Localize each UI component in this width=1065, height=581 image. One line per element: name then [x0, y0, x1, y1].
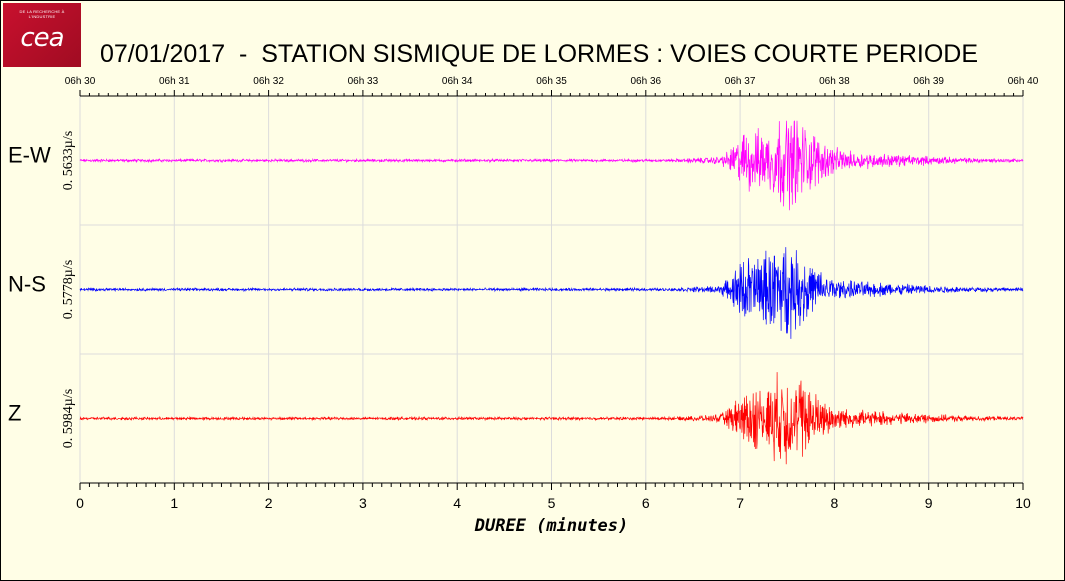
trace-z: [79, 372, 1024, 465]
top-tick-label: 06h 33: [348, 76, 379, 87]
bottom-tick-label: 3: [359, 495, 367, 511]
bottom-tick-label: 7: [736, 495, 744, 511]
top-tick-label: 06h 34: [442, 76, 473, 87]
top-tick-label: 06h 40: [1008, 76, 1039, 87]
top-tick-label: 06h 30: [65, 76, 96, 87]
top-tick-label: 06h 31: [159, 76, 190, 87]
scale-label: 0. 5778µ/s: [61, 260, 76, 319]
logo-tagline: DE LA RECHERCHE À L'INDUSTRIE: [19, 9, 65, 19]
cea-logo: DE LA RECHERCHE À L'INDUSTRIE cea: [3, 3, 81, 67]
trace-e-w: [79, 120, 1024, 211]
x-axis-label: DUREE (minutes): [474, 516, 629, 536]
top-tick-label: 06h 32: [253, 76, 284, 87]
bottom-tick-label: 10: [1015, 495, 1031, 511]
top-tick-label: 06h 36: [631, 76, 662, 87]
bottom-tick-label: 0: [76, 495, 84, 511]
top-tick-label: 06h 38: [819, 76, 850, 87]
channel-label: E-W: [8, 143, 51, 168]
bottom-tick-label: 9: [925, 495, 933, 511]
logo-text: cea: [20, 23, 64, 53]
trace-n-s: [79, 247, 1024, 339]
bottom-tick-label: 4: [453, 495, 461, 511]
channel-label: N-S: [8, 272, 46, 297]
bottom-tick-label: 5: [548, 495, 556, 511]
bottom-tick-label: 2: [265, 495, 273, 511]
top-tick-label: 06h 35: [536, 76, 567, 87]
chart-title: 07/01/2017 - STATION SISMIQUE DE LORMES …: [100, 40, 979, 68]
bottom-tick-label: 6: [642, 495, 650, 511]
bottom-tick-label: 1: [170, 495, 178, 511]
bottom-tick-label: 8: [831, 495, 839, 511]
top-tick-label: 06h 39: [913, 76, 944, 87]
top-tick-label: 06h 37: [725, 76, 756, 87]
channel-label: Z: [8, 401, 21, 426]
scale-label: 0. 5984µ/s: [61, 389, 76, 448]
scale-label: 0. 5633µ/s: [61, 131, 76, 190]
